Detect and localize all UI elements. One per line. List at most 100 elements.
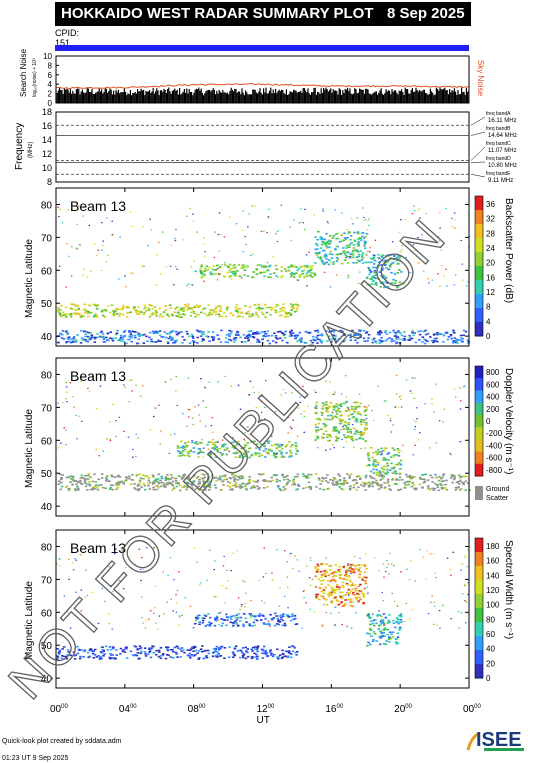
power-panel-cell	[170, 330, 174, 332]
width-panel-cell	[269, 613, 272, 616]
power-panel-cell	[268, 208, 270, 210]
width-panel-cell	[226, 619, 229, 621]
power-panel-cell	[309, 274, 312, 277]
width-panel-cell	[296, 623, 298, 625]
width-panel-cell	[371, 640, 375, 642]
velocity-panel-cell	[179, 446, 183, 449]
power-panel-cell	[75, 340, 78, 343]
width-panel-cbar-tick: 180	[486, 542, 500, 551]
power-panel-cell	[199, 268, 202, 270]
power-panel-cell	[203, 270, 206, 272]
velocity-panel-cell	[171, 480, 175, 483]
width-panel-cell	[286, 614, 289, 616]
power-panel-cell	[258, 272, 261, 274]
power-panel-cell	[355, 256, 359, 258]
power-panel-cell	[240, 341, 244, 343]
power-panel-cbar-tick: 36	[486, 200, 495, 209]
width-panel-cell	[112, 591, 114, 593]
velocity-panel-cell	[57, 483, 60, 485]
power-panel-cell	[229, 312, 233, 314]
power-panel-cell	[209, 271, 212, 274]
power-panel-cell	[424, 339, 428, 342]
width-panel-cell	[182, 649, 185, 652]
width-panel-cell	[68, 578, 70, 580]
velocity-panel-cell	[305, 476, 308, 479]
width-panel-cell	[199, 584, 201, 586]
velocity-panel-cell	[60, 442, 62, 444]
power-panel-cell	[264, 335, 268, 338]
velocity-panel-cell	[234, 482, 238, 485]
width-panel-cell	[189, 648, 193, 650]
width-panel-cbar-tick: 60	[486, 630, 495, 639]
power-panel-cell	[249, 330, 253, 332]
velocity-panel-cell	[123, 430, 125, 432]
velocity-panel-cell	[381, 470, 385, 473]
width-panel-cell	[350, 570, 354, 572]
power-panel-cell	[115, 332, 119, 335]
velocity-panel-cell	[59, 488, 62, 491]
power-panel-cell	[152, 311, 155, 314]
width-panel-cell	[277, 619, 280, 622]
power-panel-cell	[323, 255, 326, 257]
velocity-panel-cell	[221, 445, 224, 448]
velocity-panel-cell	[337, 483, 341, 485]
power-panel-cell	[350, 217, 353, 220]
power-panel-cell	[258, 341, 261, 343]
velocity-panel-cell	[314, 412, 318, 415]
velocity-panel-cell	[358, 478, 362, 481]
power-panel-cell	[215, 306, 218, 309]
power-panel-cell	[296, 305, 300, 307]
power-panel-cell	[280, 331, 284, 334]
velocity-panel-cell	[460, 476, 463, 478]
power-panel-cell	[183, 314, 187, 316]
width-panel-cell	[58, 649, 62, 652]
velocity-panel-cell	[315, 405, 318, 408]
width-panel-cell	[399, 626, 402, 629]
velocity-panel-cell	[353, 484, 356, 486]
power-panel-cell	[208, 267, 211, 269]
power-panel-cell	[197, 313, 200, 316]
width-panel-cell	[452, 551, 454, 553]
power-panel-cell	[288, 335, 292, 337]
velocity-panel-cell	[279, 489, 283, 492]
power-panel-cell	[316, 338, 319, 340]
width-panel-cell	[465, 557, 467, 559]
velocity-panel-cell	[116, 484, 119, 486]
width-panel-cell	[138, 645, 142, 647]
width-panel-cell	[118, 579, 121, 582]
power-panel-cell	[378, 271, 381, 273]
power-panel-cell	[95, 315, 99, 317]
power-panel-cbar-segment	[475, 210, 483, 225]
power-panel-cell	[191, 340, 195, 343]
velocity-panel-cell	[440, 480, 444, 483]
width-panel-cell	[345, 569, 348, 572]
velocity-panel-cell	[345, 396, 348, 398]
velocity-panel-cell	[142, 385, 144, 387]
width-panel-cell	[92, 657, 96, 659]
power-panel-cell	[137, 338, 140, 340]
power-panel-cell	[305, 266, 309, 268]
velocity-panel-cell	[138, 473, 141, 475]
width-panel-cell	[366, 586, 368, 588]
width-panel-cell	[167, 654, 170, 657]
velocity-panel-cell	[182, 486, 186, 488]
power-panel-cell	[424, 329, 427, 332]
velocity-panel-cell	[208, 483, 212, 486]
width-panel-cell	[272, 617, 275, 619]
velocity-panel-cell	[175, 375, 177, 378]
velocity-panel-cell	[451, 481, 455, 484]
velocity-panel-cell	[351, 416, 354, 419]
width-panel-cell	[202, 619, 205, 622]
power-panel-cell	[466, 340, 470, 342]
velocity-panel-cell	[382, 475, 386, 478]
power-panel-cell	[293, 273, 296, 275]
power-panel-cell	[186, 284, 188, 287]
frequency-band-value: 16.11 MHz	[488, 118, 517, 124]
power-panel-cell	[295, 272, 298, 274]
width-panel-cell	[155, 649, 158, 652]
velocity-panel-cell	[91, 488, 95, 491]
power-panel-cell	[280, 276, 283, 279]
velocity-panel-cell	[273, 443, 277, 446]
velocity-panel-cell	[324, 477, 328, 479]
power-panel-cell	[283, 307, 286, 309]
